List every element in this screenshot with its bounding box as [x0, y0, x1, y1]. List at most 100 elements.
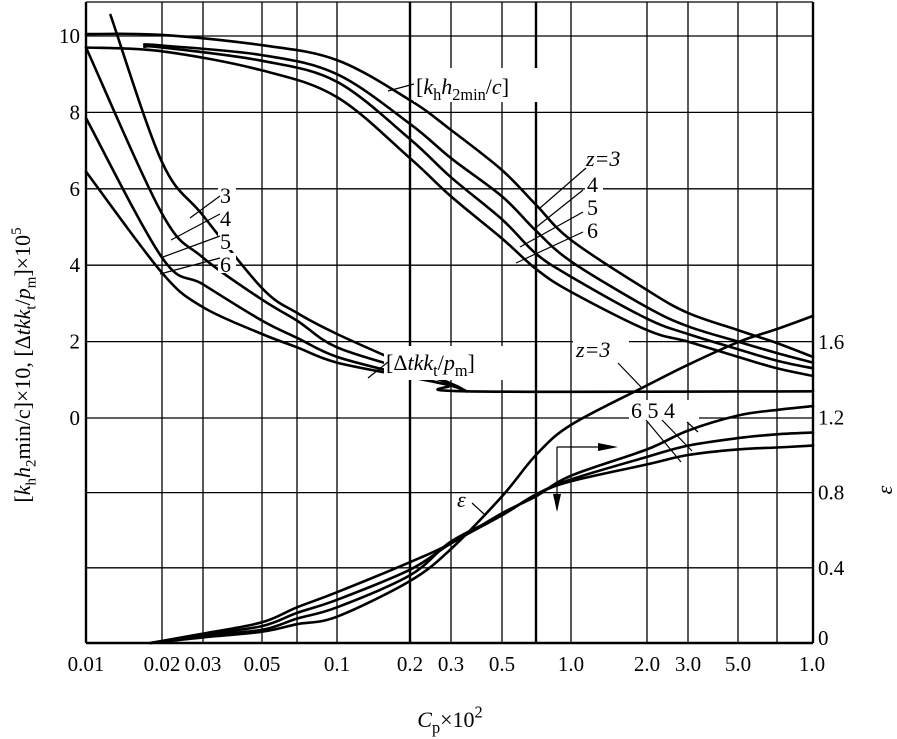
label-segment: 2	[475, 702, 483, 721]
label-segment: h	[10, 467, 35, 478]
khh2min-label: [kh​h2min​/c]	[416, 74, 509, 104]
y-tick-label: 6	[70, 177, 81, 201]
label-segment: t	[433, 361, 438, 380]
y2-tick-label: 0	[818, 626, 829, 650]
label-segment: tkk	[10, 308, 35, 335]
label-segment: h	[433, 85, 441, 104]
y-tick-label: 10	[59, 24, 80, 48]
label-segment: [Δ	[386, 350, 407, 375]
label-background	[629, 400, 699, 422]
leader-line	[471, 502, 485, 515]
y-tick-label: 0	[70, 406, 81, 430]
label-segment: p	[10, 288, 35, 301]
y-tick-label: 4	[70, 253, 81, 277]
x-tick-label: 0.02	[144, 652, 181, 676]
label-segment: /	[10, 298, 35, 305]
label-segment: k	[10, 484, 35, 495]
series-line--z-3	[149, 314, 815, 645]
left-z-label: 5	[220, 229, 231, 254]
label-segment: [	[10, 495, 35, 502]
down-arrow-icon	[553, 494, 561, 512]
label-segment: m	[455, 361, 468, 380]
x-tick-label: 2.0	[634, 652, 660, 676]
label-background	[414, 68, 570, 102]
leader-line	[533, 189, 584, 230]
y2-tick-label: 1.6	[818, 330, 844, 354]
label-segment: p	[442, 350, 455, 375]
x-tick-label: 1.0	[799, 652, 825, 676]
x-tick-label: 3.0	[675, 652, 701, 676]
label-segment: 2min	[452, 85, 486, 104]
x-tick-label: 0.05	[244, 652, 281, 676]
label-segment: ]	[502, 74, 509, 99]
series-line--z-5	[149, 431, 815, 645]
label-segment: 2	[24, 460, 40, 467]
label-segment: h	[24, 477, 40, 485]
y-tick-label: 8	[70, 100, 81, 124]
x-tick-label: 0.2	[397, 652, 423, 676]
upper-z-label: 5	[587, 195, 598, 220]
label-segment: /	[438, 350, 445, 375]
label-segment: p	[432, 718, 440, 737]
leader-line	[162, 235, 221, 258]
eps-z3-label: z=3	[575, 337, 610, 362]
label-background	[585, 196, 603, 216]
y2-tick-label: 0.4	[818, 556, 845, 580]
label-background	[585, 219, 603, 239]
label-segment: c	[492, 74, 502, 99]
eps-label: ε	[457, 487, 466, 512]
leader-line	[519, 211, 584, 248]
label-segment: h	[441, 74, 452, 99]
y-axis-label: [kh​h2​min/c]×10, [Δtkkt​/pm​]×105​	[9, 227, 39, 502]
label-segment: t	[24, 305, 40, 310]
series-line--z-6	[149, 444, 815, 645]
upper-z-label: 4	[587, 172, 598, 197]
series-line-khh2min-c-z-6	[84, 46, 815, 378]
x-axis-label: Cp​×102​	[417, 702, 482, 737]
upper-z-label: 6	[587, 218, 598, 243]
series-line--tkkt-pm-z-3	[109, 13, 815, 394]
leader-line	[686, 421, 699, 433]
series-line-khh2min-c-z-5	[142, 44, 815, 370]
series-line-khh2min-c-z-3	[84, 32, 815, 359]
label-segment: ×10	[440, 707, 474, 732]
leader-line	[617, 362, 643, 389]
label-segment: /	[486, 74, 493, 99]
label-segment: tkk	[407, 350, 434, 375]
label-background	[573, 340, 629, 362]
left-z-label: 4	[220, 206, 231, 231]
label-segment: C	[417, 707, 432, 732]
x-tick-label: 0.3	[438, 652, 464, 676]
y2-tick-label: 0.8	[818, 481, 844, 505]
label-background	[585, 173, 603, 193]
upper-z3-label: z=3	[585, 146, 620, 171]
y2-axis-label: ε	[872, 485, 897, 494]
label-segment: min/c]×10, [Δ	[10, 335, 35, 459]
label-background	[218, 184, 236, 204]
label-background	[582, 148, 634, 170]
left-z-label: 3	[220, 183, 231, 208]
y2-tick-label: 1.2	[818, 405, 844, 429]
label-segment: [	[416, 74, 423, 99]
leader-line	[539, 167, 587, 209]
leader-line	[159, 257, 221, 275]
label-segment: k	[423, 74, 434, 99]
x-tick-label: 0.1	[324, 652, 350, 676]
label-segment: m	[24, 276, 40, 288]
label-background	[218, 253, 236, 273]
left-z-label: 6	[220, 252, 231, 277]
label-segment: ]×10	[10, 235, 35, 277]
x-tick-label: 5.0	[725, 652, 751, 676]
eps-z-labels: 6 5 4	[631, 398, 675, 423]
y-tick-label: 2	[70, 330, 81, 354]
leader-line	[170, 213, 221, 241]
right-arrow-icon	[598, 443, 618, 451]
leader-line	[645, 419, 682, 463]
leader-line	[515, 231, 584, 264]
label-background	[218, 230, 236, 250]
x-tick-label: 1.0	[558, 652, 584, 676]
leader-line	[387, 83, 415, 92]
label-segment: 5	[9, 227, 25, 234]
